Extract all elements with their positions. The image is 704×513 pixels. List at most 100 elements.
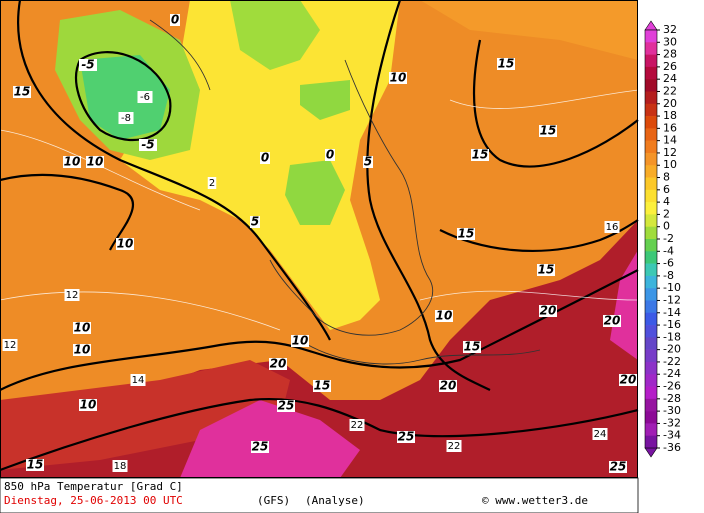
- label-box: [13, 86, 31, 98]
- legend-label: 2: [663, 207, 670, 220]
- label-box: [349, 419, 365, 431]
- label-box: [619, 374, 637, 386]
- contour-label: 15: [538, 263, 555, 277]
- legend-label: -18: [663, 330, 681, 343]
- contour-label: 15: [498, 57, 515, 71]
- contour-line: [0, 269, 639, 391]
- legend-label: 12: [663, 146, 677, 159]
- contour-label: 12: [4, 340, 17, 351]
- contour-label: -5: [141, 138, 154, 152]
- label-box: [79, 59, 97, 71]
- legend-label: 10: [663, 158, 677, 171]
- contour-label: 10: [87, 155, 104, 169]
- label-box: [363, 156, 373, 168]
- contour-label: 15: [14, 85, 31, 99]
- label-box: [170, 14, 180, 26]
- legend-swatch: [645, 435, 657, 449]
- legend-swatch: [645, 361, 657, 375]
- legend-label: 24: [663, 72, 677, 85]
- legend-swatch: [645, 239, 657, 252]
- label-box: [539, 125, 557, 137]
- label-box: [313, 380, 331, 392]
- contour-labels: 15 10 10 10 10 10 10 15 -5 -5 0 0 0 5 5 10 15 15 15 15 15 20 2…: [2, 13, 637, 474]
- contour-line: [17, 0, 331, 341]
- contour-label: 18: [114, 461, 127, 472]
- label-box: [64, 289, 80, 301]
- label-box: [116, 238, 134, 250]
- legend-label: -32: [663, 416, 681, 429]
- legend-label: -26: [663, 380, 681, 393]
- legend-swatch: [645, 411, 657, 424]
- contour-line: [472, 39, 639, 168]
- contour-label: 14: [132, 375, 145, 386]
- contour-label: -8: [121, 113, 131, 124]
- coastline: [299, 339, 541, 365]
- contour-label: 20: [440, 379, 457, 393]
- contour-label: 25: [252, 440, 269, 454]
- label-box: [397, 431, 415, 443]
- contour-label: 10: [80, 398, 97, 412]
- contour-line: [419, 290, 639, 301]
- contour-line: [449, 89, 639, 109]
- footer-run: (Analyse): [305, 494, 365, 507]
- contour-label: 15: [314, 379, 331, 393]
- label-box: [592, 428, 608, 440]
- legend-label: 30: [663, 35, 677, 48]
- legend-swatch: [645, 152, 657, 166]
- label-box: [471, 149, 489, 161]
- label-box: [603, 315, 621, 327]
- contour-label: 20: [604, 314, 621, 328]
- contour-label: 0: [171, 13, 179, 27]
- legend-label: -22: [663, 355, 681, 368]
- legend-label: 32: [663, 23, 677, 36]
- legend-swatch: [645, 202, 657, 215]
- legend-swatch: [645, 165, 657, 178]
- contour-label: 20: [270, 357, 287, 371]
- legend-swatch: [645, 423, 657, 437]
- legend-swatch: [645, 103, 657, 117]
- legend-swatch: [645, 54, 657, 68]
- legend-swatch: [645, 226, 657, 240]
- contour-label: 10: [292, 334, 309, 348]
- contour-label: 10: [74, 343, 91, 357]
- contour-label: 20: [620, 373, 637, 387]
- contour-label: 2: [209, 178, 215, 189]
- footer-credit: © www.wetter3.de: [482, 494, 588, 507]
- contour-label: 22: [351, 420, 364, 431]
- legend-swatch: [645, 251, 657, 264]
- footer-model: (GFS): [257, 494, 290, 507]
- legend-swatch: [645, 263, 657, 277]
- contour-line: [0, 173, 135, 251]
- legend-label: -10: [663, 281, 681, 294]
- label-box: [435, 310, 453, 322]
- contour-label: 0: [326, 148, 334, 162]
- contour-label: 25: [398, 430, 415, 444]
- legend-swatch: [645, 288, 657, 301]
- label-box: [26, 459, 44, 471]
- very-hot-zone: [180, 400, 360, 478]
- label-box: [137, 91, 153, 103]
- contour-label: 20: [540, 304, 557, 318]
- legend-label: -28: [663, 392, 681, 405]
- label-box: [250, 216, 260, 228]
- legend-swatch: [645, 177, 657, 191]
- legend-label: 22: [663, 84, 677, 97]
- contour-label: 10: [436, 309, 453, 323]
- contour-label: -5: [81, 58, 94, 72]
- footer-box: [0, 477, 639, 513]
- legend-label: 14: [663, 134, 677, 147]
- label-box: [73, 344, 91, 356]
- label-box: [63, 156, 81, 168]
- label-box: [497, 58, 515, 70]
- legend-label: -20: [663, 343, 681, 356]
- contour-label: 25: [278, 399, 295, 413]
- label-box: [389, 72, 407, 84]
- legend-swatch: [645, 337, 657, 350]
- map-frame: [0, 0, 638, 478]
- label-box: [251, 441, 269, 453]
- footer-title: 850 hPa Temperatur [Grad C]: [4, 480, 183, 493]
- very-hot-zone: [610, 250, 638, 360]
- label-box: [269, 358, 287, 370]
- legend-label: 26: [663, 60, 677, 73]
- contour-label: 15: [472, 148, 489, 162]
